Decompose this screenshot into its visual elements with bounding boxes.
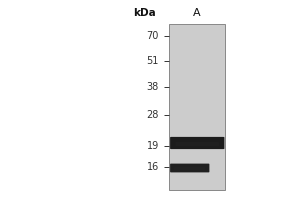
FancyBboxPatch shape	[170, 137, 224, 149]
Text: 70: 70	[147, 31, 159, 41]
FancyBboxPatch shape	[176, 142, 219, 146]
Text: 19: 19	[147, 141, 159, 151]
FancyBboxPatch shape	[174, 167, 205, 170]
Text: A: A	[193, 8, 200, 18]
Text: 51: 51	[147, 56, 159, 66]
Text: 16: 16	[147, 162, 159, 172]
Text: 38: 38	[147, 82, 159, 92]
Text: 28: 28	[147, 110, 159, 120]
Text: kDa: kDa	[133, 8, 155, 18]
Bar	[169, 24, 225, 190]
FancyBboxPatch shape	[170, 164, 209, 172]
